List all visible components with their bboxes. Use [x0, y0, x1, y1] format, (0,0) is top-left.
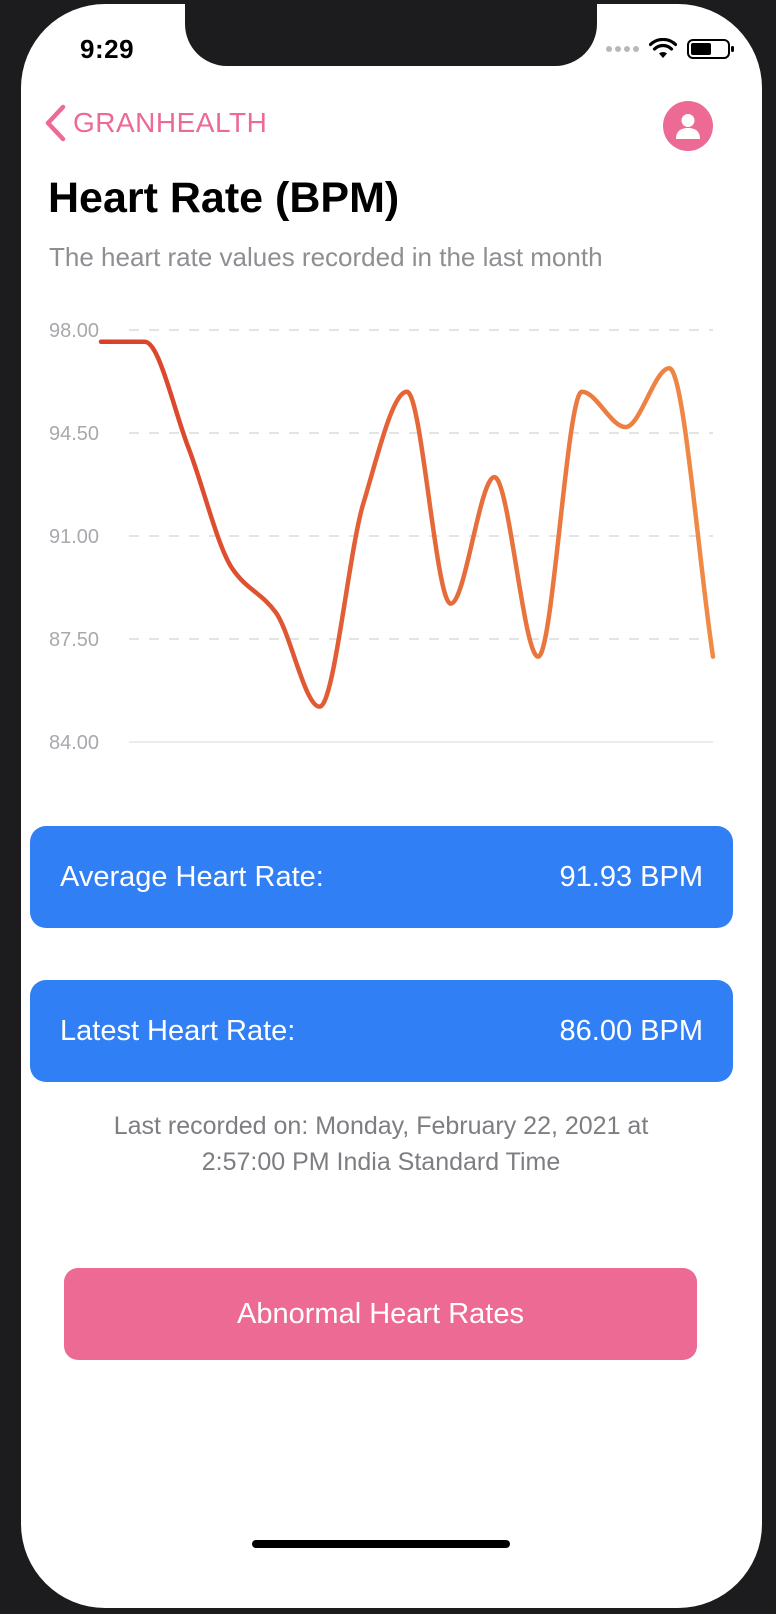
status-time: 9:29 [80, 34, 135, 64]
back-label: GRANHEALTH [73, 107, 268, 138]
app-screen: 9:29 GRANHEALTH [21, 4, 762, 1608]
profile-button[interactable] [663, 101, 713, 151]
average-heart-rate-label: Average Heart Rate: [60, 860, 324, 893]
back-button[interactable]: GRANHEALTH [43, 104, 267, 142]
y-tick-label: 91.00 [49, 526, 99, 548]
chevron-left-icon [45, 104, 66, 142]
last-recorded-text: Last recorded on: Monday, February 22, 2… [113, 1112, 649, 1176]
abnormal-heart-rates-button[interactable]: Abnormal Heart Rates [64, 1268, 697, 1360]
home-indicator[interactable] [252, 1540, 510, 1548]
wifi-icon [649, 38, 677, 58]
cellular-signal-icon [606, 46, 639, 52]
average-heart-rate-card: Average Heart Rate: 91.93 BPM [30, 826, 733, 928]
battery-icon [687, 39, 734, 59]
latest-heart-rate-card: Latest Heart Rate: 86.00 BPM [30, 980, 733, 1082]
page-title: Heart Rate (BPM) [48, 174, 400, 222]
y-tick-label: 98.00 [49, 320, 99, 342]
y-tick-label: 94.50 [49, 423, 99, 445]
person-icon [676, 114, 700, 139]
heart-rate-chart: 98.00 94.50 91.00 87.50 84.00 [49, 320, 716, 754]
status-indicators [606, 38, 735, 60]
page-subtitle: The heart rate values recorded in the la… [49, 242, 603, 272]
latest-heart-rate-value: 86.00 BPM [559, 1014, 703, 1047]
device-notch [185, 4, 597, 66]
y-tick-label: 87.50 [49, 629, 99, 651]
average-heart-rate-value: 91.93 BPM [559, 860, 703, 893]
heart-rate-series-line [98, 339, 716, 709]
latest-heart-rate-label: Latest Heart Rate: [60, 1014, 296, 1047]
y-tick-label: 84.00 [49, 732, 99, 754]
